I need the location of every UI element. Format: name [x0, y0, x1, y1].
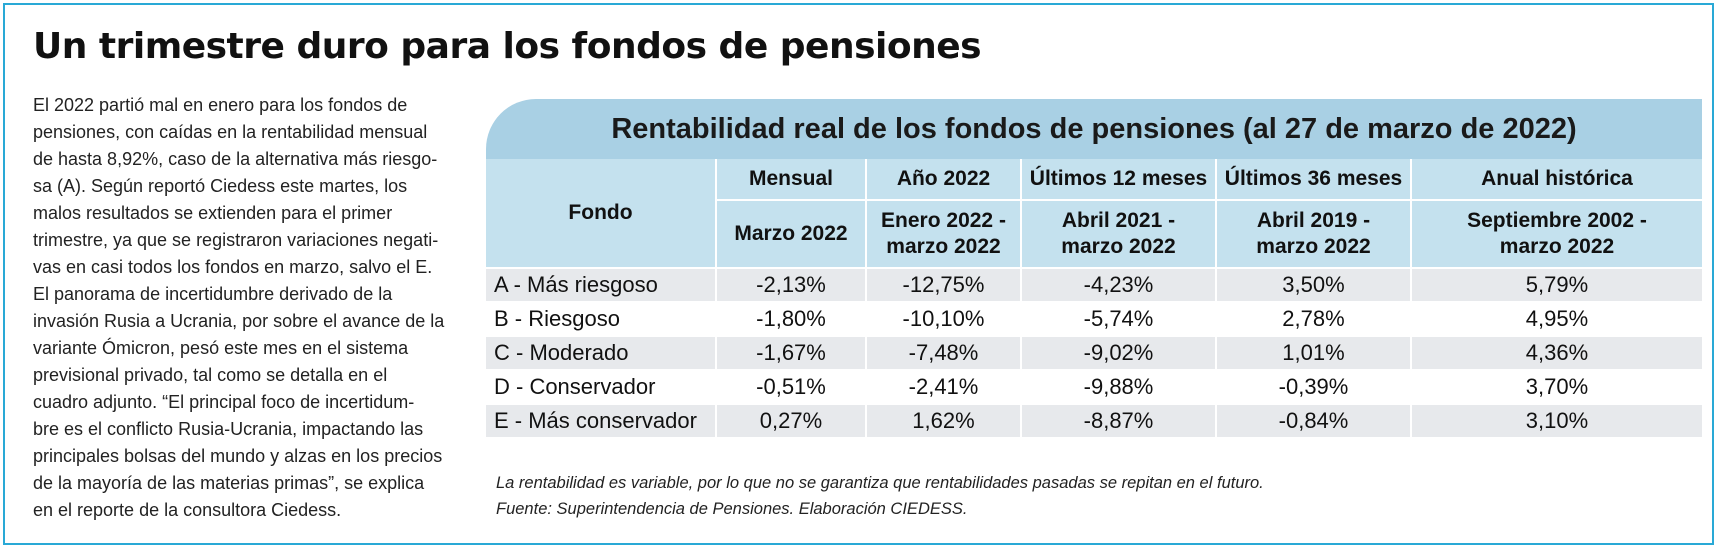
value-cell: -2,41% [866, 370, 1022, 405]
fund-name-cell: B - Riesgoso [486, 302, 717, 337]
period-line-1: Abril 2019 - [1256, 209, 1371, 232]
fund-name-cell: E - Más conservador [486, 404, 717, 439]
body-line: invasión Rusia a Ucrania, por sobre el a… [33, 311, 445, 331]
table-row: B - Riesgoso -1,80% -10,10% -5,74% 2,78%… [486, 302, 1702, 337]
body-line: El panorama de incertidumbre derivado de… [33, 284, 393, 304]
table-row: A - Más riesgoso -2,13% -12,75% -4,23% 3… [486, 268, 1702, 303]
column-header-ultimos-36-meses: Últimos 36 meses [1216, 159, 1412, 201]
value-cell: -0,51% [716, 370, 867, 405]
value-cell: -8,87% [1021, 404, 1217, 439]
value-cell: 4,95% [1411, 302, 1702, 337]
value-cell: -7,48% [866, 336, 1022, 371]
value-cell: 3,50% [1216, 268, 1412, 303]
value-cell: -9,02% [1021, 336, 1217, 371]
body-line: bre es el conflicto Rusia-Ucrania, impac… [33, 419, 424, 439]
header-row-periods: Marzo 2022 Enero 2022 - marzo 2022 Abril … [486, 200, 1702, 269]
body-line: cuadro adjunto. “El principal foco de in… [33, 392, 415, 412]
period-line-1: Marzo 2022 [734, 222, 848, 245]
body-line: malos resultados se extienden para el pr… [33, 203, 393, 223]
fund-name-cell: C - Moderado [486, 336, 717, 371]
fund-column-header: Fondo [486, 159, 717, 269]
body-line: de la mayoría de las materias primas”, s… [33, 473, 425, 493]
returns-table-panel: Rentabilidad real de los fondos de pensi… [486, 99, 1702, 459]
fund-name-cell: D - Conservador [486, 370, 717, 405]
value-cell: -0,39% [1216, 370, 1412, 405]
table-row: C - Moderado -1,67% -7,48% -9,02% 1,01% … [486, 336, 1702, 371]
body-line: variante Ómicron, pesó este mes en el si… [33, 338, 409, 358]
period-line-1: Abril 2021 - [1061, 209, 1176, 232]
value-cell: -4,23% [1021, 268, 1217, 303]
headline: Un trimestre duro para los fondos de pen… [33, 26, 982, 67]
table-title: Rentabilidad real de los fondos de pensi… [486, 99, 1702, 159]
value-cell: 3,70% [1411, 370, 1702, 405]
value-cell: -5,74% [1021, 302, 1217, 337]
disclaimer-note: La rentabilidad es variable, por lo que … [496, 474, 1264, 492]
body-line: vas en casi todos los fondos en marzo, s… [33, 257, 433, 277]
source-note: Fuente: Superintendencia de Pensiones. E… [496, 500, 968, 518]
body-line: trimestre, ya que se registraron variaci… [33, 230, 439, 250]
period-line-1: Septiembre 2002 - [1467, 209, 1647, 232]
body-line: pensiones, con caídas en la rentabilidad… [33, 122, 428, 142]
value-cell: 4,36% [1411, 336, 1702, 371]
period-header: Septiembre 2002 - marzo 2022 [1411, 200, 1702, 269]
returns-table: Fondo Mensual Año 2022 Últimos 12 meses … [486, 159, 1702, 439]
value-cell: -12,75% [866, 268, 1022, 303]
period-line-2: marzo 2022 [1499, 235, 1615, 258]
body-line: principales bolsas del mundo y alzas en … [33, 446, 443, 466]
period-line-2: marzo 2022 [1256, 235, 1371, 258]
period-header: Enero 2022 - marzo 2022 [866, 200, 1022, 269]
period-line-1: Enero 2022 - [881, 209, 1006, 232]
value-cell: 1,01% [1216, 336, 1412, 371]
value-cell: 5,79% [1411, 268, 1702, 303]
value-cell: -1,80% [716, 302, 867, 337]
value-cell: 0,27% [716, 404, 867, 439]
table-notes: La rentabilidad es variable, por lo que … [496, 470, 1264, 522]
value-cell: 3,10% [1411, 404, 1702, 439]
article-body: El 2022 partió mal en enero para los fon… [33, 92, 453, 524]
value-cell: 1,62% [866, 404, 1022, 439]
body-line: previsional privado, tal como se detalla… [33, 365, 388, 385]
body-line: sa (A). Según reportó Ciedess este marte… [33, 176, 408, 196]
body-line: El 2022 partió mal en enero para los fon… [33, 95, 408, 115]
value-cell: -9,88% [1021, 370, 1217, 405]
value-cell: -2,13% [716, 268, 867, 303]
body-line: de hasta 8,92%, caso de la alternativa m… [33, 149, 438, 169]
column-header-mensual: Mensual [716, 159, 867, 201]
fund-name-cell: A - Más riesgoso [486, 268, 717, 303]
table-row: D - Conservador -0,51% -2,41% -9,88% -0,… [486, 370, 1702, 405]
value-cell: -0,84% [1216, 404, 1412, 439]
column-header-ano-2022: Año 2022 [866, 159, 1022, 201]
period-header: Abril 2021 - marzo 2022 [1021, 200, 1217, 269]
column-header-ultimos-12-meses: Últimos 12 meses [1021, 159, 1217, 201]
column-header-anual-historica: Anual histórica [1411, 159, 1702, 201]
period-line-2: marzo 2022 [1061, 235, 1176, 258]
body-line: en el reporte de la consultora Ciedess. [33, 500, 342, 520]
value-cell: -10,10% [866, 302, 1022, 337]
period-header: Abril 2019 - marzo 2022 [1216, 200, 1412, 269]
value-cell: 2,78% [1216, 302, 1412, 337]
table-row: E - Más conservador 0,27% 1,62% -8,87% -… [486, 404, 1702, 439]
value-cell: -1,67% [716, 336, 867, 371]
header-row-labels: Fondo Mensual Año 2022 Últimos 12 meses … [486, 159, 1702, 269]
period-header: Marzo 2022 [716, 200, 867, 269]
period-line-2: marzo 2022 [886, 235, 1001, 258]
